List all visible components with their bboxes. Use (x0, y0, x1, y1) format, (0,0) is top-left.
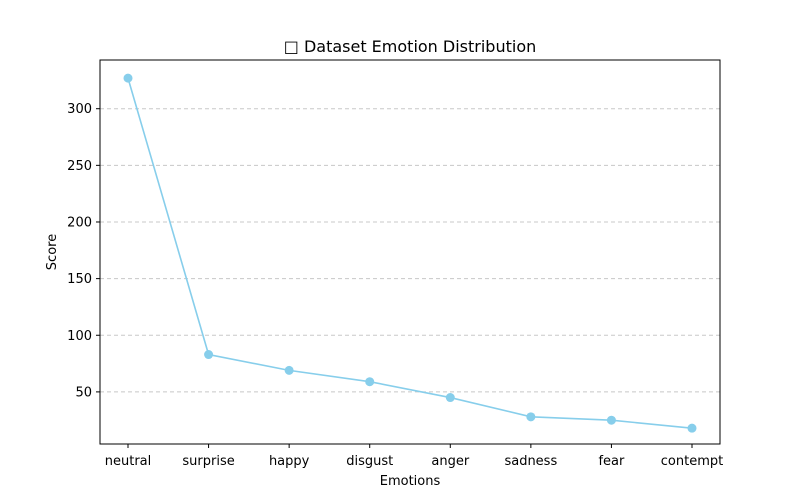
data-point-fear (606, 415, 616, 425)
series-line (127, 77, 693, 429)
data-point-surprise (204, 350, 214, 360)
series-group (123, 73, 697, 433)
y-tick-label: 150 (67, 272, 92, 287)
y-tick-label: 250 (67, 159, 92, 174)
data-point-sadness (526, 412, 536, 422)
plot-frame (99, 59, 721, 445)
y-tick-label: 50 (75, 385, 92, 400)
grid-lines (100, 108, 720, 393)
x-tick-label-neutral: neutral (105, 454, 152, 469)
x-tick-label-contempt: contempt (661, 454, 723, 469)
x-tick-label-surprise: surprise (182, 454, 234, 469)
x-tick-label-disgust: disgust (346, 454, 393, 469)
data-point-disgust (365, 377, 375, 387)
x-tick-label-fear: fear (598, 454, 625, 469)
x-axis: neutral surprise happy disgust anger sadness f… (105, 444, 723, 469)
data-point-happy (284, 365, 294, 375)
x-tick-label-sadness: sadness (504, 454, 557, 469)
data-point-anger (445, 393, 455, 403)
y-axis-title: Score (45, 234, 60, 270)
data-point-contempt (687, 423, 697, 433)
x-axis-title: Emotions (380, 474, 441, 489)
y-tick-label: 100 (67, 329, 92, 344)
y-tick-label: 300 (67, 102, 92, 117)
y-axis: 50 100 150 200 250 300 (67, 102, 100, 400)
data-point-neutral (123, 73, 133, 83)
y-tick-label: 200 (67, 215, 92, 230)
x-tick-label-happy: happy (269, 454, 310, 469)
chart-title: □ Dataset Emotion Distribution (284, 37, 537, 56)
x-tick-label-anger: anger (431, 454, 469, 469)
